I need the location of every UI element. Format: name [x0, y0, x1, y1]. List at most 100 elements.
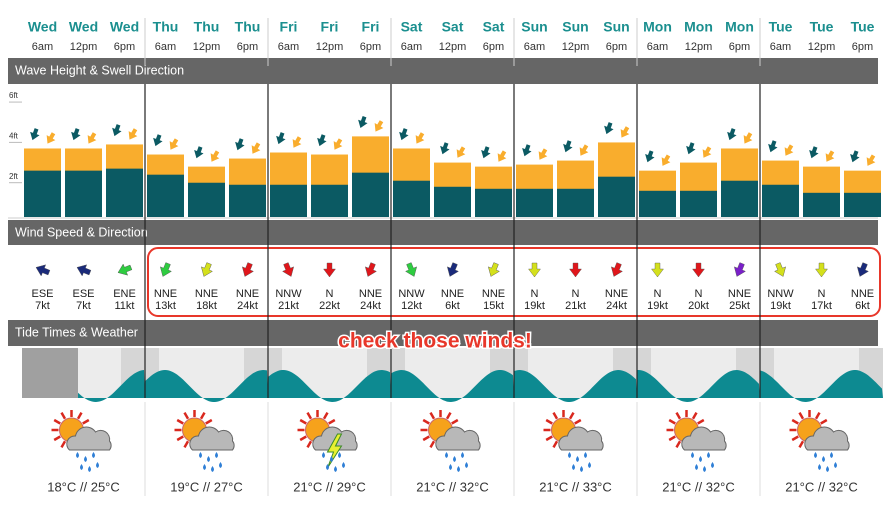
wind-speed: 6kt — [445, 300, 460, 312]
arrow-shape — [866, 154, 876, 166]
rain-drop — [330, 456, 333, 462]
arrow-shape — [46, 132, 56, 144]
wind-speed: 22kt — [319, 300, 340, 312]
rain-drop — [203, 464, 206, 470]
rain-drop — [699, 456, 702, 462]
rain-drop — [76, 452, 79, 458]
wind-arrow — [857, 262, 869, 277]
sun-ray — [429, 412, 436, 420]
wind-direction: N — [326, 288, 334, 300]
arrow-shape — [210, 150, 220, 162]
wind-speed: 20kt — [688, 300, 709, 312]
cloud — [435, 426, 481, 451]
wind-arrow — [734, 262, 746, 277]
rain-drop — [338, 452, 341, 458]
swell-arrow — [415, 132, 425, 144]
sun-ray — [76, 412, 83, 420]
swell-arrow — [128, 128, 138, 140]
day-label: Sat — [401, 19, 423, 35]
tide-past — [22, 348, 78, 398]
time-label: 6pm — [606, 41, 627, 53]
arrow-shape — [645, 150, 655, 163]
arrow-shape — [117, 263, 133, 276]
wind-speed: 11kt — [115, 300, 135, 312]
swell-arrow — [440, 142, 450, 155]
arrow-shape — [282, 262, 294, 277]
sun-ray — [176, 435, 184, 442]
time-label: 6pm — [483, 41, 504, 53]
swell-bar — [803, 192, 840, 217]
rain-drop — [822, 456, 825, 462]
wind-arrow — [447, 262, 459, 277]
swell-arrow — [727, 128, 737, 141]
weather-icon — [420, 410, 481, 472]
sun-ray — [176, 418, 184, 425]
sun-ray — [183, 412, 190, 420]
time-label: 12pm — [808, 41, 836, 53]
wind-direction: N — [531, 288, 539, 300]
swell-bar — [229, 184, 266, 217]
wind-direction: N — [654, 288, 662, 300]
sun-ray — [60, 440, 67, 448]
arrow-shape — [153, 134, 163, 147]
swell-bar — [352, 172, 389, 217]
arrow-shape — [323, 262, 336, 278]
wind-speed: 19kt — [524, 300, 545, 312]
section-bar — [8, 220, 878, 245]
arrow-shape — [160, 262, 172, 277]
swell-arrow — [276, 132, 286, 145]
section-title: Wave Height & Swell Direction — [15, 63, 184, 77]
rain-drop — [449, 464, 452, 470]
arrow-shape — [661, 154, 671, 166]
arrow-shape — [194, 146, 204, 159]
wind-speed: 17kt — [811, 300, 832, 312]
day-label: Tue — [851, 19, 875, 35]
day-label: Sun — [603, 19, 629, 35]
rain-drop — [84, 456, 87, 462]
arrow-shape — [620, 126, 630, 138]
wind-arrow — [528, 262, 541, 278]
arrow-shape — [497, 150, 507, 162]
day-label: Fri — [362, 19, 380, 35]
weather-icon — [174, 410, 235, 472]
time-label: 12pm — [439, 41, 467, 53]
wind-speed: 7kt — [76, 300, 91, 312]
cloud — [558, 426, 604, 451]
sun-ray — [82, 418, 90, 425]
sun-ray — [306, 412, 313, 420]
wind-speed: 21kt — [565, 300, 586, 312]
rain-drop — [457, 466, 460, 472]
arrow-shape — [405, 262, 417, 277]
day-label: Wed — [69, 19, 98, 35]
sun-ray — [568, 412, 575, 420]
swell-arrow — [579, 144, 589, 156]
arrow-shape — [809, 146, 819, 159]
swell-arrow — [30, 128, 40, 141]
rain-drop — [572, 464, 575, 470]
arrow-shape — [365, 262, 377, 277]
time-label: 6pm — [729, 41, 750, 53]
arrow-shape — [251, 142, 261, 154]
day-label: Wed — [110, 19, 139, 35]
wind-speed: 15kt — [483, 300, 504, 312]
rain-drop — [96, 462, 99, 468]
arrow-shape — [374, 120, 384, 132]
wind-speed: 24kt — [360, 300, 381, 312]
sun-ray — [183, 440, 190, 448]
arrow-shape — [71, 128, 81, 141]
swell-bar — [475, 188, 512, 217]
sun-ray — [675, 412, 682, 420]
swell-bar — [516, 188, 553, 217]
swell-arrow — [866, 154, 876, 166]
swell-arrow — [358, 116, 368, 129]
temperature: 21°C // 33°C — [539, 479, 612, 494]
wind-arrow — [651, 262, 664, 278]
y-tick-label: 6ft — [9, 91, 19, 100]
day-label: Wed — [28, 19, 57, 35]
swell-bar — [639, 190, 676, 217]
y-tick-label: 4ft — [9, 131, 19, 140]
wind-direction: NNE — [359, 288, 382, 300]
arrow-shape — [825, 150, 835, 162]
arrow-shape — [276, 132, 286, 145]
